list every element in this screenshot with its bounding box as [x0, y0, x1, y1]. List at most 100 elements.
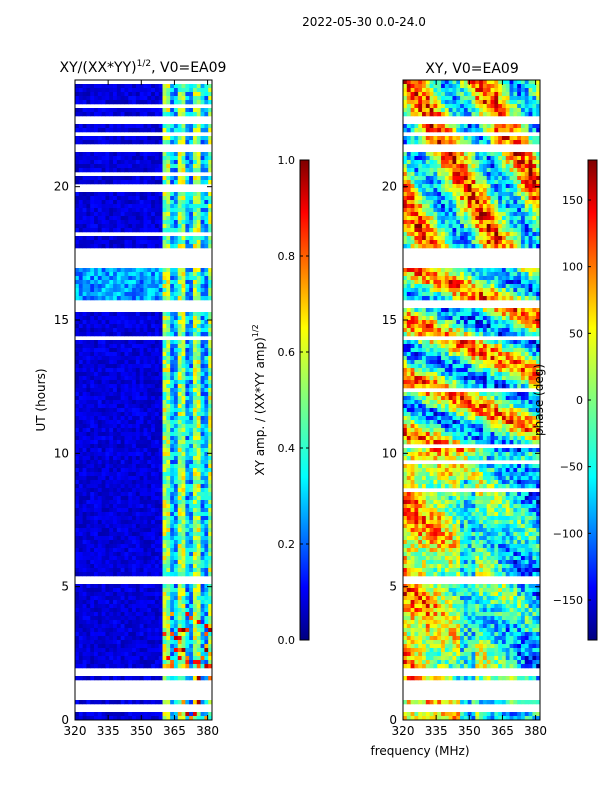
amplitude-cell	[116, 540, 122, 545]
amplitude-cell	[185, 316, 190, 321]
amplitude-cell	[139, 572, 144, 577]
amplitude-cell	[170, 556, 175, 561]
amplitude-cell	[116, 636, 122, 641]
amplitude-cell	[113, 96, 118, 101]
amplitude-cell	[90, 524, 95, 529]
amplitude-cell	[120, 420, 125, 425]
amplitude-cell	[113, 568, 118, 573]
amplitude-cell	[204, 324, 209, 329]
amplitude-cell	[177, 508, 182, 513]
amplitude-cell	[204, 652, 209, 657]
amplitude-cell	[105, 376, 110, 381]
amplitude-cell	[170, 452, 175, 457]
amplitude-cell	[158, 112, 163, 117]
amplitude-cell	[170, 648, 175, 653]
amplitude-cell	[166, 200, 171, 205]
phase-cell	[501, 96, 507, 101]
amplitude-cell	[128, 380, 133, 385]
amplitude-cell	[75, 296, 80, 301]
amplitude-cell	[128, 212, 133, 217]
amplitude-cell	[120, 452, 125, 457]
amplitude-cell	[78, 596, 84, 601]
amplitude-cell	[116, 292, 122, 297]
amplitude-cell	[120, 244, 125, 249]
amplitude-cell	[109, 496, 114, 501]
amplitude-cell	[97, 356, 103, 361]
phase-cell	[418, 108, 423, 113]
amplitude-cell	[90, 556, 95, 561]
amplitude-cell	[120, 124, 125, 129]
amplitude-cell	[94, 712, 99, 717]
amplitude-cell	[185, 460, 190, 465]
amplitude-cell	[154, 296, 160, 301]
amplitude-cell	[200, 532, 205, 537]
amplitude-cell	[192, 428, 198, 433]
amplitude-cell	[82, 420, 87, 425]
amplitude-cell	[94, 664, 99, 669]
amplitude-cell	[154, 228, 160, 233]
amplitude-cell	[124, 636, 129, 641]
colorbar-tick-label: 1.0	[278, 154, 296, 167]
amplitude-cell	[105, 208, 110, 213]
amplitude-cell	[124, 504, 129, 509]
amplitude-cell	[124, 344, 129, 349]
amplitude-cell	[181, 436, 186, 441]
amplitude-cell	[185, 124, 190, 129]
amplitude-cell	[151, 504, 156, 509]
amplitude-cell	[151, 296, 156, 301]
amplitude-cell	[177, 468, 182, 473]
amplitude-cell	[177, 384, 182, 389]
amplitude-cell	[86, 540, 91, 545]
amplitude-cell	[86, 380, 91, 385]
amplitude-cell	[120, 396, 125, 401]
amplitude-cell	[177, 652, 182, 657]
amplitude-cell	[86, 592, 91, 597]
amplitude-cell	[82, 328, 87, 333]
amplitude-cell	[75, 328, 80, 333]
phase-cell	[494, 88, 499, 93]
amplitude-cell	[120, 712, 125, 717]
amplitude-cell	[162, 564, 167, 569]
amplitude-cell	[128, 140, 133, 145]
amplitude-cell	[90, 592, 95, 597]
amplitude-cell	[196, 700, 201, 705]
amplitude-cell	[101, 324, 106, 329]
amplitude-cell	[158, 572, 163, 577]
amplitude-cell	[124, 292, 129, 297]
amplitude-cell	[139, 584, 144, 589]
amplitude-cell	[78, 160, 84, 165]
amplitude-cell	[154, 284, 160, 289]
amplitude-cell	[189, 640, 194, 645]
phase-cell	[479, 84, 484, 89]
amplitude-cell	[173, 624, 179, 629]
amplitude-cell	[101, 568, 106, 573]
amplitude-cell	[105, 384, 110, 389]
amplitude-cell	[185, 408, 190, 413]
amplitude-cell	[192, 108, 198, 113]
amplitude-cell	[105, 160, 110, 165]
amplitude-cell	[101, 124, 106, 129]
amplitude-cell	[132, 128, 137, 133]
amplitude-cell	[185, 632, 190, 637]
phase-cell	[524, 84, 529, 89]
phase-cell	[463, 88, 469, 93]
amplitude-cell	[154, 384, 160, 389]
amplitude-cell	[189, 216, 194, 221]
amplitude-cell	[208, 380, 213, 385]
amplitude-cell	[200, 348, 205, 353]
amplitude-cell	[173, 440, 179, 445]
amplitude-cell	[82, 620, 87, 625]
amplitude-cell	[113, 288, 118, 293]
amplitude-cell	[109, 236, 114, 241]
amplitude-cell	[132, 560, 137, 565]
amplitude-cell	[90, 408, 95, 413]
amplitude-cell	[208, 128, 213, 133]
phase-cell	[425, 80, 431, 85]
phase-cell	[452, 96, 457, 101]
amplitude-cell	[124, 460, 129, 465]
amplitude-cell	[204, 84, 209, 89]
amplitude-cell	[200, 456, 205, 461]
amplitude-cell	[82, 588, 87, 593]
amplitude-cell	[154, 592, 160, 597]
amplitude-cell	[166, 384, 171, 389]
